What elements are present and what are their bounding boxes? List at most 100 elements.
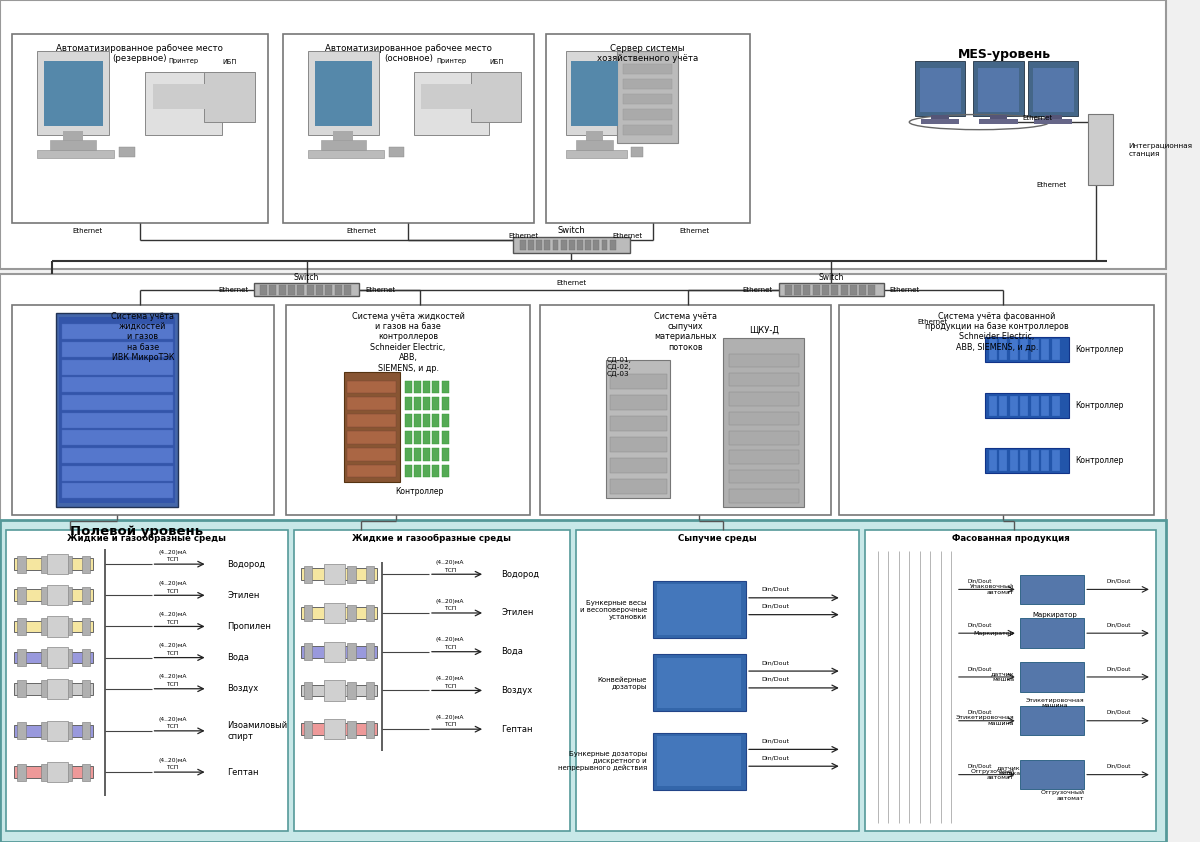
Text: Вода: Вода — [227, 653, 250, 662]
Bar — [366, 721, 374, 738]
Bar — [344, 285, 350, 295]
Text: Ethernet: Ethernet — [918, 318, 948, 325]
Bar — [722, 338, 804, 507]
Bar — [61, 395, 173, 410]
Text: Бункерные весы
и весоповерочные
установки: Бункерные весы и весоповерочные установк… — [580, 600, 647, 620]
Bar — [12, 305, 274, 515]
Bar — [14, 725, 94, 737]
Bar — [728, 431, 798, 445]
Bar — [305, 643, 312, 660]
Bar — [442, 381, 449, 393]
Bar — [545, 240, 551, 250]
Bar — [432, 431, 439, 444]
Text: Сыпучие среды: Сыпучие среды — [678, 534, 757, 543]
Text: Этикетировочная
машина: Этикетировочная машина — [955, 716, 1014, 726]
Bar — [56, 313, 179, 507]
Bar — [728, 373, 798, 386]
Bar — [301, 607, 377, 619]
Bar — [347, 643, 355, 660]
Text: (4..20)мА: (4..20)мА — [158, 612, 187, 617]
Bar — [576, 530, 859, 831]
Text: ТСП: ТСП — [444, 684, 456, 689]
Bar — [64, 722, 72, 739]
Bar — [366, 682, 374, 699]
Bar — [606, 360, 671, 498]
Bar — [421, 84, 481, 109]
Bar — [347, 605, 355, 621]
Bar — [314, 61, 372, 126]
Bar — [822, 285, 829, 295]
Text: Система учёта
сыпучих
материальных
потоков: Система учёта сыпучих материальных поток… — [654, 312, 716, 352]
Text: Din/Dout: Din/Dout — [1106, 666, 1132, 671]
Bar — [424, 381, 430, 393]
Bar — [728, 450, 798, 464]
Text: Этилен: Этилен — [227, 591, 259, 600]
Bar — [82, 722, 90, 739]
Bar — [288, 285, 295, 295]
Text: ТСП: ТСП — [444, 568, 456, 573]
Bar — [47, 762, 67, 782]
Bar — [540, 305, 832, 515]
Bar — [347, 465, 396, 477]
Bar — [324, 603, 346, 623]
Bar — [82, 556, 90, 573]
Bar — [728, 489, 798, 503]
Bar — [586, 240, 592, 250]
Text: Гептан: Гептан — [502, 725, 533, 733]
Bar — [1000, 450, 1007, 471]
Bar — [404, 448, 412, 461]
Bar — [301, 723, 377, 735]
Text: Жидкие и газообразные среды: Жидкие и газообразные среды — [353, 534, 511, 543]
Bar — [1020, 396, 1028, 416]
Bar — [869, 285, 876, 295]
Bar — [728, 392, 798, 406]
Bar — [61, 448, 173, 463]
Bar — [1028, 61, 1079, 116]
Bar — [204, 72, 256, 122]
Bar — [1000, 396, 1007, 416]
Bar — [37, 150, 114, 158]
Text: ТСП: ТСП — [167, 724, 179, 729]
Bar — [1020, 619, 1084, 648]
Bar — [442, 397, 449, 410]
Bar — [528, 240, 534, 250]
Bar — [1020, 759, 1084, 790]
Bar — [424, 414, 430, 427]
Bar — [859, 285, 866, 295]
Bar — [432, 465, 439, 477]
Bar — [978, 68, 1019, 112]
Bar — [1000, 339, 1007, 360]
Bar — [152, 84, 215, 109]
Bar — [41, 587, 49, 604]
Bar — [442, 431, 449, 444]
Text: Пропилен: Пропилен — [227, 622, 271, 631]
Text: Din/Dout: Din/Dout — [967, 764, 991, 769]
Bar — [414, 414, 421, 427]
Bar — [1009, 339, 1018, 360]
Bar — [404, 397, 412, 410]
Bar — [1044, 115, 1062, 120]
Text: (4..20)мА: (4..20)мА — [436, 637, 464, 642]
Bar — [593, 240, 599, 250]
Bar — [1031, 396, 1039, 416]
Bar — [623, 125, 672, 135]
Bar — [347, 682, 355, 699]
Bar — [432, 448, 439, 461]
Bar — [82, 618, 90, 635]
Text: Ethernet: Ethernet — [743, 286, 773, 293]
Text: Полевой уровень: Полевой уровень — [70, 525, 203, 537]
Text: Фасованная продукция: Фасованная продукция — [952, 534, 1069, 543]
Bar — [623, 109, 672, 120]
Text: Автоматизированное рабочее место
(резервное): Автоматизированное рабочее место (резерв… — [56, 44, 223, 63]
Text: Din/Dout: Din/Dout — [967, 578, 991, 584]
Bar — [316, 285, 323, 295]
Bar — [1020, 574, 1084, 605]
Bar — [64, 649, 72, 666]
Bar — [552, 240, 558, 250]
Bar — [286, 305, 530, 515]
Text: Din/Dout: Din/Dout — [1106, 710, 1132, 715]
Bar — [1087, 114, 1114, 185]
Text: СД-01,
СД-02,
СД-03: СД-01, СД-02, СД-03 — [606, 357, 631, 377]
Text: Контроллер: Контроллер — [1075, 456, 1123, 465]
Bar — [320, 140, 366, 150]
